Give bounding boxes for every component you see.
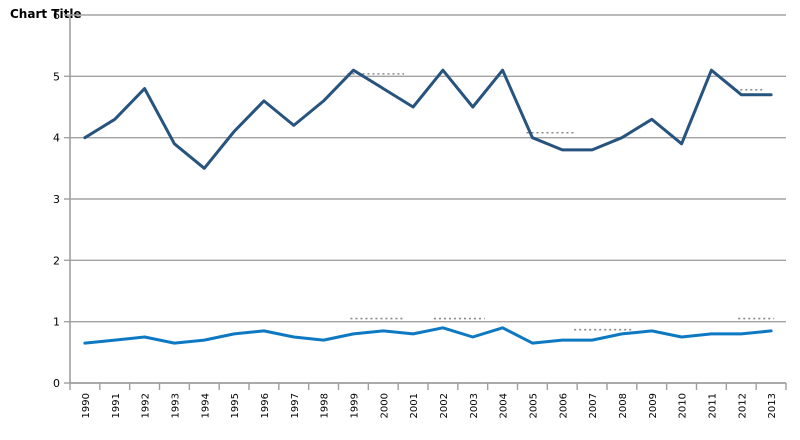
chart-title: Chart Title [10,7,82,21]
y-axis-label: 1 [53,316,60,329]
x-axis-label: 2003 [469,393,480,418]
x-axis-label: 2008 [618,393,629,418]
x-axis-label: 2011 [707,393,718,418]
x-axis-label: 1995 [230,393,241,418]
x-axis-label: 2005 [528,393,539,418]
x-axis-label: 1992 [141,393,152,418]
dotted-annotation-marks [347,73,775,331]
x-axis-label: 2013 [767,393,778,418]
series-1-dark-blue-line [83,68,773,170]
gridlines [64,14,786,384]
x-axis-label: 1993 [170,393,181,418]
x-axis-label: 1990 [81,393,92,418]
x-axis-label: 2012 [737,393,748,418]
x-axis-label: 1994 [200,393,211,418]
y-axis-label: 3 [53,193,60,206]
x-axis-label: 2007 [588,393,599,418]
x-axis-label: 2002 [439,393,450,418]
data-series-lines [83,68,773,345]
x-axis-label: 2009 [648,393,659,418]
y-axis-label: 0 [53,377,60,390]
y-axis-label: 5 [53,70,60,83]
series-2-bright-blue-line [83,326,773,345]
x-axis-label: 1997 [290,393,301,418]
y-axis-label: 2 [53,254,60,267]
x-axis-label: 1999 [349,393,360,418]
x-axis-label: 1998 [320,393,331,418]
y-axis-label: 4 [53,132,60,145]
y-axis-label: 6 [53,9,60,22]
x-axis-label: 2001 [409,393,420,418]
x-axis-label: 2010 [678,393,689,418]
x-axis-label: 1991 [111,393,122,418]
x-axis-tick-labels: 1990 1991 1992 1993 1994 1995 1996 1997 1998 1999… [81,393,778,418]
x-axis-label: 2000 [379,393,390,418]
y-axis-tick-labels: 0 1 2 3 4 5 6 [53,9,60,390]
x-axis-label: 1996 [260,393,271,418]
x-axis-label: 2006 [558,393,569,418]
x-axis-ticks [69,383,787,390]
x-axis-label: 2004 [499,393,510,418]
